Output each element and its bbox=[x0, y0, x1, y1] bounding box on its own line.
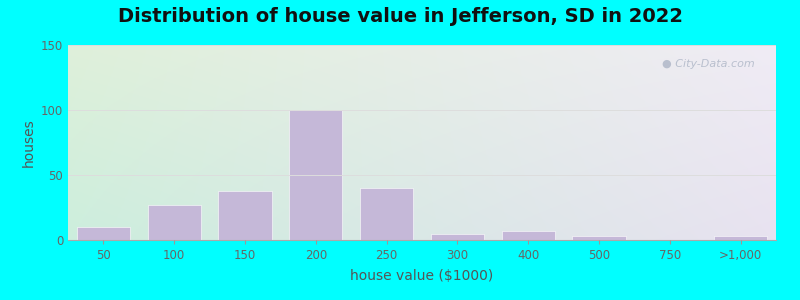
Bar bbox=[431, 233, 484, 240]
Bar bbox=[77, 227, 130, 240]
Bar bbox=[218, 190, 271, 240]
Bar bbox=[714, 236, 767, 240]
Y-axis label: houses: houses bbox=[22, 118, 35, 167]
X-axis label: house value ($1000): house value ($1000) bbox=[350, 269, 494, 283]
Bar bbox=[290, 110, 342, 240]
Text: Distribution of house value in Jefferson, SD in 2022: Distribution of house value in Jefferson… bbox=[118, 8, 682, 26]
Text: ● City-Data.com: ● City-Data.com bbox=[662, 58, 754, 69]
Bar bbox=[573, 236, 626, 240]
Bar bbox=[148, 205, 201, 240]
Bar bbox=[360, 188, 413, 240]
Bar bbox=[502, 231, 554, 240]
